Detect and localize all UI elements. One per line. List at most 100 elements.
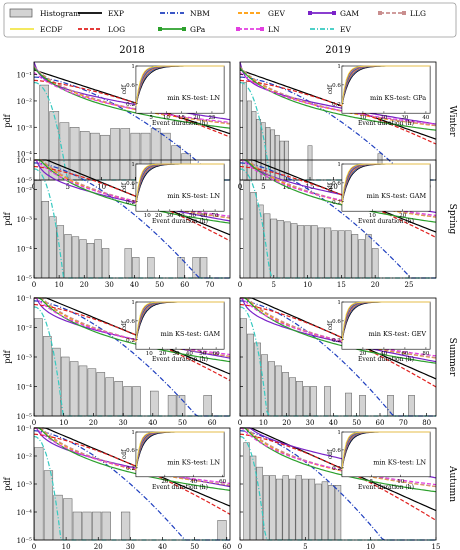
x-tick-label: 5: [272, 281, 276, 289]
x-tick-label: 50: [178, 419, 187, 427]
fit-curve-gpa: [34, 427, 231, 491]
row-label-winter: Winter: [447, 105, 457, 137]
histogram-bar: [275, 365, 282, 417]
fit-curve-gam: [33, 159, 231, 222]
histogram-bar: [262, 475, 270, 541]
x-tick-label: 15: [337, 281, 346, 289]
x-tick-label: 20: [89, 419, 98, 427]
histogram-bar: [331, 230, 338, 279]
inset-xlabel: Event duration (h): [358, 218, 414, 225]
inset-xlabel: Event duration (h): [358, 356, 414, 363]
fit-curve-nbm: [239, 162, 436, 279]
y-tick-label: 10⁻³: [17, 481, 33, 489]
histogram-bar: [243, 180, 251, 279]
x-tick-label: 0: [32, 543, 36, 550]
fit-curve-ln: [33, 427, 231, 484]
inset-y-tick-label: 0.6: [332, 448, 341, 454]
inset-y-tick-label: 0.6: [126, 319, 135, 325]
x-tick-label: 60: [376, 419, 385, 427]
panel-winter-2018: 10⁻⁵10⁻⁴10⁻³10⁻²10⁻¹051015202510.60.2510…: [3, 61, 231, 191]
inset-cdf-curve: [135, 431, 225, 471]
histogram-bar: [263, 213, 271, 279]
y-tick-label: 10⁻⁴: [17, 151, 33, 159]
inset-y-tick-label: 0.6: [332, 83, 341, 89]
x-tick-label: 10: [62, 543, 71, 550]
histogram-bar: [217, 520, 227, 541]
histogram-bar: [290, 223, 298, 279]
x-tick-label: 30: [126, 543, 135, 550]
histogram-bar: [311, 225, 318, 279]
histogram-bar: [308, 478, 316, 541]
histogram-bar: [282, 475, 289, 541]
y-axis-label: pdf: [3, 476, 12, 490]
histogram-bar: [34, 318, 43, 417]
inset-cdf-curve: [341, 301, 431, 343]
histogram-bar: [79, 131, 90, 181]
histogram-bar: [284, 221, 291, 279]
histogram-bar: [78, 365, 88, 417]
histogram-bar: [242, 82, 248, 181]
histogram-bar: [276, 478, 283, 541]
histogram-bar: [338, 230, 345, 279]
inset-y-tick-label: 1: [131, 300, 135, 306]
histogram-bar: [114, 381, 123, 417]
histogram-bar: [34, 447, 44, 541]
inset-y-tick-label: 1: [337, 162, 341, 168]
inset-y-tick-label: 0.2: [332, 466, 341, 472]
histogram-bar: [295, 475, 302, 541]
histogram-bar: [315, 483, 322, 541]
histogram-bar: [43, 470, 54, 541]
histogram-bar: [365, 234, 372, 279]
panel-spring-2018: 10⁻⁵ 10⁻⁴ 10⁻³ 10⁻² 10⁻¹ 0 10 20 30 40 50 60 70 1 0.6 0…: [3, 157, 231, 289]
histogram-bar: [147, 257, 155, 279]
y-tick-label: 10⁻²: [17, 187, 33, 195]
legend-entry-ln: LN: [236, 25, 280, 34]
inset-x-tick-label: 15: [178, 115, 185, 121]
y-tick-label: 10⁻⁵: [17, 413, 33, 421]
y-tick-label: 10⁻⁵: [17, 177, 33, 185]
inset-ylabel: cdf: [121, 182, 128, 192]
inset-x-tick-label: 40: [380, 351, 387, 357]
histogram-bar: [167, 395, 177, 417]
ks-test-label: min KS-test: LN: [167, 94, 220, 102]
x-tick-label: 50: [352, 419, 361, 427]
x-tick-label: 0: [238, 419, 242, 427]
inset-y-tick-label: 0.2: [126, 200, 135, 206]
column-header-2019: 2019: [325, 45, 350, 56]
ks-test-label: min KS-test: GEV: [369, 330, 427, 338]
histogram-bar: [123, 386, 132, 417]
inset-ylabel: cdf: [327, 182, 334, 192]
legend-entry-histogram: Histogram: [9, 8, 80, 18]
x-tick-label: 20: [94, 543, 103, 550]
histogram-bar: [101, 248, 110, 279]
fit-curve-log: [33, 433, 231, 515]
histogram-bar: [94, 239, 102, 279]
histogram-bar: [303, 386, 310, 417]
histogram-bar: [92, 511, 102, 541]
histogram-bar: [120, 128, 131, 181]
fit-curve-llg: [34, 159, 231, 219]
inset-y-tick-label: 1: [131, 64, 135, 70]
inset-x-tick-label: 20: [161, 479, 168, 485]
histogram-bar: [351, 234, 359, 279]
inset-ylabel: cdf: [327, 449, 334, 459]
fit-curve-llg: [240, 427, 437, 487]
histogram-bar: [270, 218, 278, 279]
ks-test-label: min KS-test: GAM: [161, 330, 221, 338]
inset-ylabel: cdf: [121, 320, 128, 330]
fit-curve-llg: [240, 159, 437, 218]
histogram-bar: [64, 234, 72, 279]
inset-y-tick-label: 1: [131, 430, 135, 436]
y-tick-label: 10⁻⁵: [17, 275, 33, 283]
histogram-bar: [96, 372, 106, 417]
histogram-bar: [150, 390, 159, 417]
histogram-bar: [277, 220, 284, 279]
legend-marker: [402, 11, 406, 15]
fit-curve-gpa: [240, 297, 437, 364]
histogram-bar: [261, 354, 268, 417]
inset-frame: [135, 301, 225, 350]
panel-autumn-2018: 10⁻⁵ 10⁻⁴ 10⁻³ 10⁻² 10⁻¹ 0 10 20 30 40 50 60 1 0.6 0.2…: [3, 425, 231, 550]
legend-marker: [378, 11, 382, 15]
legend-label: ECDF: [40, 25, 62, 34]
x-tick-label: 10: [366, 543, 375, 550]
